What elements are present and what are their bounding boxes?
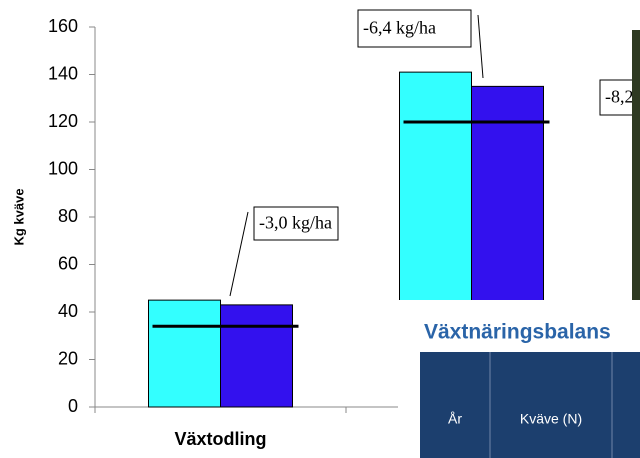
y-tick-label: 160 xyxy=(48,16,78,36)
y-axis-label: Kg kväve xyxy=(11,188,26,245)
y-tick-label: 60 xyxy=(58,253,78,273)
x-tick-label: Växtodling xyxy=(174,429,266,449)
y-tick-label: 20 xyxy=(58,348,78,368)
y-tick-label: 40 xyxy=(58,301,78,321)
photo-strip xyxy=(632,30,640,300)
table-header-cell: Kväve (N) xyxy=(520,411,582,427)
y-tick-label: 0 xyxy=(68,396,78,416)
overlay-panel: Växtnäringsbalans År Kväve (N) xyxy=(398,300,640,458)
table-header xyxy=(420,352,640,458)
bar xyxy=(221,305,293,407)
bar xyxy=(149,300,221,407)
panel-title: Växtnäringsbalans xyxy=(424,321,611,344)
y-tick-label: 140 xyxy=(48,63,78,83)
annotation: -6,4 kg/ha xyxy=(363,18,436,38)
y-tick-label: 120 xyxy=(48,111,78,131)
annotation: -3,0 kg/ha xyxy=(259,213,332,233)
chart: Kg kväve 0 20 40 60 80 100 120 140 160 Växtodling… xyxy=(0,0,640,458)
y-tick-label: 80 xyxy=(58,206,78,226)
table-header-cell: År xyxy=(448,411,462,427)
y-tick-label: 100 xyxy=(48,158,78,178)
annotation: -8,2 xyxy=(605,87,634,107)
